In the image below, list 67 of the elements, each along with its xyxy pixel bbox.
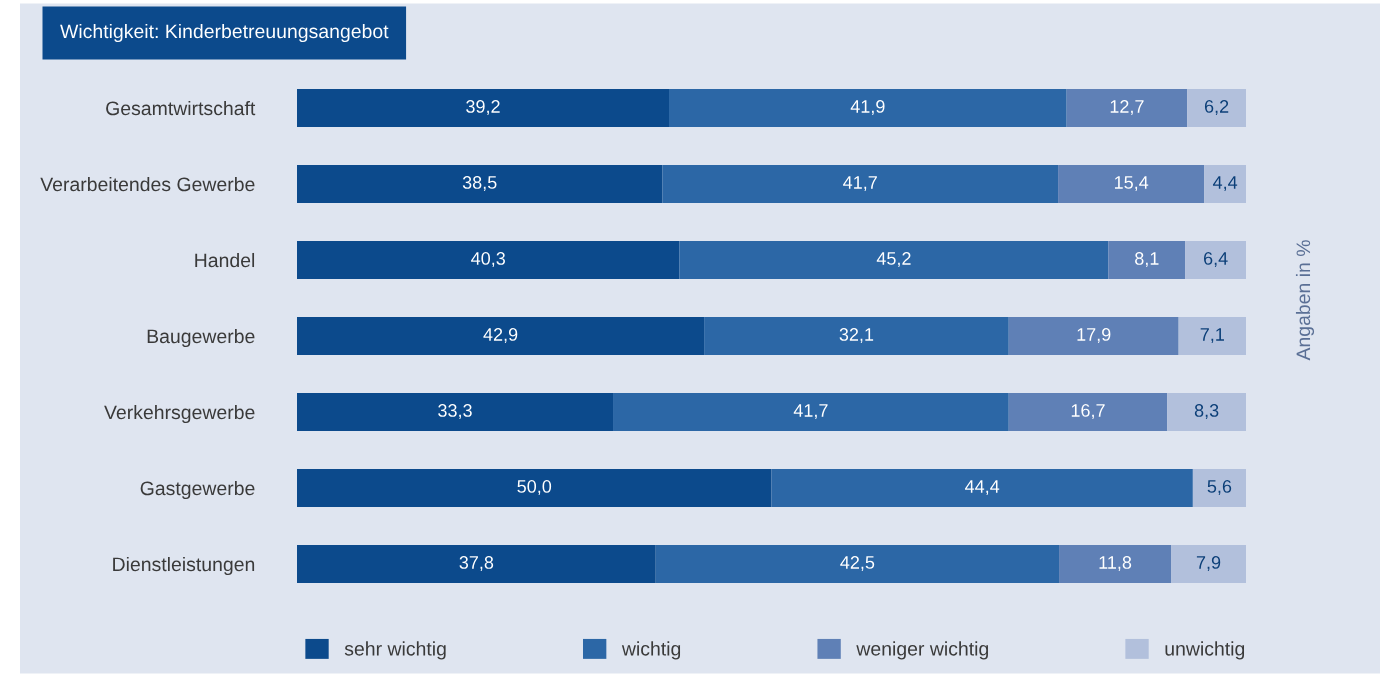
data-label: 41,7 bbox=[843, 176, 877, 191]
bar bbox=[1008, 317, 1179, 355]
y-tick-label: Verkehrsgewerbe bbox=[104, 404, 255, 424]
bar bbox=[1059, 545, 1172, 583]
legend-label: wichtig bbox=[621, 641, 681, 660]
data-label: 16,7 bbox=[1071, 404, 1105, 419]
bar bbox=[1066, 89, 1188, 127]
data-label: 42,9 bbox=[483, 328, 518, 343]
data-label: 50,0 bbox=[517, 480, 552, 495]
data-label: 45,2 bbox=[876, 252, 911, 267]
data-label: 15,4 bbox=[1114, 176, 1149, 191]
bar bbox=[1171, 545, 1246, 583]
data-label: 44,4 bbox=[965, 480, 1000, 495]
data-label: 5,6 bbox=[1207, 480, 1232, 495]
y-tick-label: Dienstleistungen bbox=[113, 556, 255, 576]
bar bbox=[297, 89, 670, 127]
bar bbox=[297, 393, 614, 431]
y-tick-label: Baugewerbe bbox=[147, 328, 255, 348]
bar bbox=[1178, 317, 1246, 355]
data-label: 6,2 bbox=[1204, 100, 1229, 115]
data-label: 7,9 bbox=[1196, 556, 1221, 571]
bar bbox=[613, 393, 1009, 431]
text: Angaben in % bbox=[1295, 240, 1315, 361]
legend-label: sehr wichtig bbox=[344, 641, 446, 660]
bar bbox=[297, 469, 772, 507]
bar bbox=[297, 545, 656, 583]
data-label: 8,3 bbox=[1194, 404, 1219, 419]
data-label: 37,8 bbox=[459, 556, 494, 571]
bar bbox=[771, 469, 1193, 507]
bar bbox=[679, 241, 1109, 279]
bar bbox=[297, 165, 663, 203]
y-tick-label: Handel bbox=[195, 252, 255, 268]
data-label: 41,9 bbox=[850, 100, 885, 115]
data-label: 41,7 bbox=[793, 404, 828, 419]
legend-label: unwichtig bbox=[1165, 641, 1245, 660]
data-label: 4,4 bbox=[1212, 176, 1238, 191]
data-label: 17,9 bbox=[1077, 328, 1111, 343]
bar bbox=[1167, 393, 1246, 431]
data-label: 40,3 bbox=[471, 252, 505, 267]
bar bbox=[1204, 165, 1246, 203]
data-label: 8,1 bbox=[1135, 252, 1159, 267]
bar bbox=[297, 241, 680, 279]
y-tick-label: Gesamtwirtschaft bbox=[106, 100, 256, 116]
y-tick-label: Verarbeitendes Gewerbe bbox=[40, 176, 255, 192]
chart-title: Wichtigkeit: Kinderbetreuungsangebot bbox=[60, 23, 389, 43]
data-label: 39,2 bbox=[466, 100, 500, 115]
data-label: 12,7 bbox=[1110, 100, 1144, 115]
bar bbox=[704, 317, 1009, 355]
y-tick-label: Gastgewerbe bbox=[140, 480, 255, 500]
bar bbox=[1008, 393, 1168, 431]
bar bbox=[297, 317, 705, 355]
data-label: 38,5 bbox=[462, 176, 497, 191]
data-label: 6,4 bbox=[1204, 252, 1228, 267]
bar bbox=[1187, 89, 1246, 127]
legend-label: weniger wichtig bbox=[856, 641, 989, 660]
data-label: 32,1 bbox=[839, 328, 874, 343]
bar bbox=[655, 545, 1060, 583]
data-label: 11,8 bbox=[1099, 556, 1132, 571]
data-label: 33,3 bbox=[438, 404, 472, 419]
bar bbox=[662, 165, 1059, 203]
bar bbox=[1108, 241, 1186, 279]
data-label: 42,5 bbox=[840, 556, 875, 571]
bar bbox=[1058, 165, 1205, 203]
bar bbox=[1185, 241, 1246, 279]
bar bbox=[669, 89, 1067, 127]
bar bbox=[1192, 469, 1246, 507]
data-label: 7,1 bbox=[1200, 328, 1224, 343]
